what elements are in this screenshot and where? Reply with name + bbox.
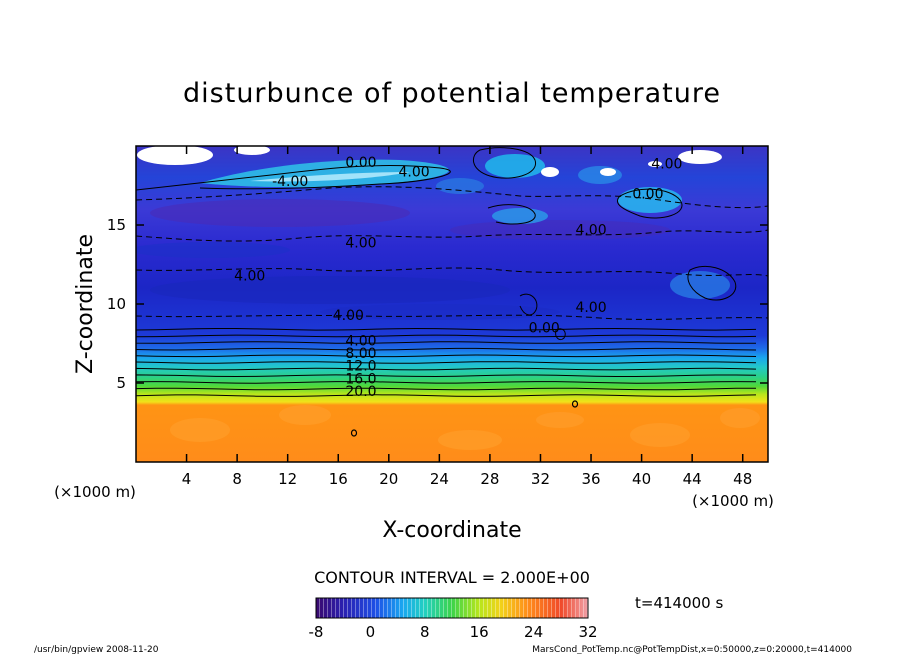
upper-contours <box>136 147 768 341</box>
stratification-contour <box>136 347 757 351</box>
x-tick-label: 20 <box>379 470 398 488</box>
contour-label: 4.00 <box>575 300 606 316</box>
contour-label: 4.00 <box>651 156 682 172</box>
colorbar-tick-label: 8 <box>420 623 430 641</box>
missing-value-regions <box>137 146 722 177</box>
colorbar-tick-label: 0 <box>366 623 376 641</box>
y-tick-label: 5 <box>116 374 126 392</box>
x-tick-label: 40 <box>632 470 651 488</box>
stratification-contour <box>136 387 757 391</box>
time-label: t=414000 s <box>635 594 723 612</box>
stratification-contour <box>136 361 757 364</box>
colorbar-tick-label: -8 <box>309 623 324 641</box>
upper-layer-structures <box>136 154 730 320</box>
footer-right: MarsCond_PotTemp.nc@PotTempDist,x=0:5000… <box>532 645 852 654</box>
footer-left: /usr/bin/gpview 2008-11-20 <box>34 645 159 654</box>
contour-label: 4.00 <box>234 269 265 285</box>
x-unit-left: (×1000 m) <box>54 483 136 501</box>
stratification-contour <box>136 334 757 338</box>
chart-title: disturbunce of potential temperature <box>183 78 721 109</box>
contour-labels: 0.00 4.00 -4.00 4.00 0.00 4.00 4.00 4.00 4.00 4.0… <box>234 155 682 400</box>
x-tick-label: 48 <box>733 470 752 488</box>
contour-label: 8.00 <box>345 346 376 362</box>
stratification-contour <box>136 367 757 371</box>
stratification-contour <box>136 394 757 397</box>
y-axis-ticks: 5 10 15 <box>107 216 768 392</box>
contour-label: 16.0 <box>345 371 376 387</box>
x-tick-label: 24 <box>430 470 449 488</box>
x-axis-label: X-coordinate <box>382 518 521 543</box>
mixed-layer-contours <box>350 400 579 437</box>
x-tick-label: 28 <box>480 470 499 488</box>
y-axis-label: Z-coordinate <box>73 234 98 374</box>
contour-label: 20.0 <box>345 384 376 400</box>
colorbar-tick-label: 32 <box>578 623 597 641</box>
contour-label: 4.00 <box>333 308 364 324</box>
stratification-contour <box>136 327 757 331</box>
x-tick-label: 8 <box>232 470 242 488</box>
y-tick-label: 10 <box>107 295 126 313</box>
contour-label: 12.0 <box>345 359 376 375</box>
y-tick-label: 15 <box>107 216 126 234</box>
contour-label: 0.00 <box>529 321 560 337</box>
contour-label: 4.00 <box>398 164 429 180</box>
plot-area: 0.00 4.00 -4.00 4.00 0.00 4.00 4.00 4.00 4.00 4.0… <box>136 146 768 462</box>
colorbar-tick-label: 16 <box>470 623 489 641</box>
mixed-layer-texture <box>170 405 760 450</box>
x-axis-ticks: 4 8 12 16 20 24 28 32 36 40 44 48 <box>182 146 752 488</box>
contour-label: 4.00 <box>345 333 376 349</box>
x-unit-right: (×1000 m) <box>692 492 774 510</box>
contour-label: -4.00 <box>272 174 308 190</box>
stratification-contour <box>136 341 756 344</box>
contour-interval: CONTOUR INTERVAL = 2.000E+00 <box>314 568 590 587</box>
stratification-contour <box>136 381 757 384</box>
x-tick-label: 44 <box>683 470 702 488</box>
contour-label: 4.00 <box>345 235 376 251</box>
colorbar-tick-label: 24 <box>524 623 543 641</box>
contour-label: 0.00 <box>345 155 376 171</box>
x-tick-label: 4 <box>182 470 192 488</box>
colorbar-ticks: -8 0 8 16 24 32 <box>309 623 598 641</box>
contour-label: 4.00 <box>575 223 606 239</box>
x-tick-label: 36 <box>581 470 600 488</box>
contour-lines <box>136 327 757 397</box>
x-tick-label: 32 <box>531 470 550 488</box>
colorbar: -8 0 8 16 24 32 <box>309 597 598 641</box>
x-tick-label: 12 <box>278 470 297 488</box>
stratification-contour <box>136 374 757 378</box>
stratification-contour <box>136 354 757 358</box>
contour-label: 0.00 <box>632 186 663 202</box>
x-tick-label: 16 <box>329 470 348 488</box>
